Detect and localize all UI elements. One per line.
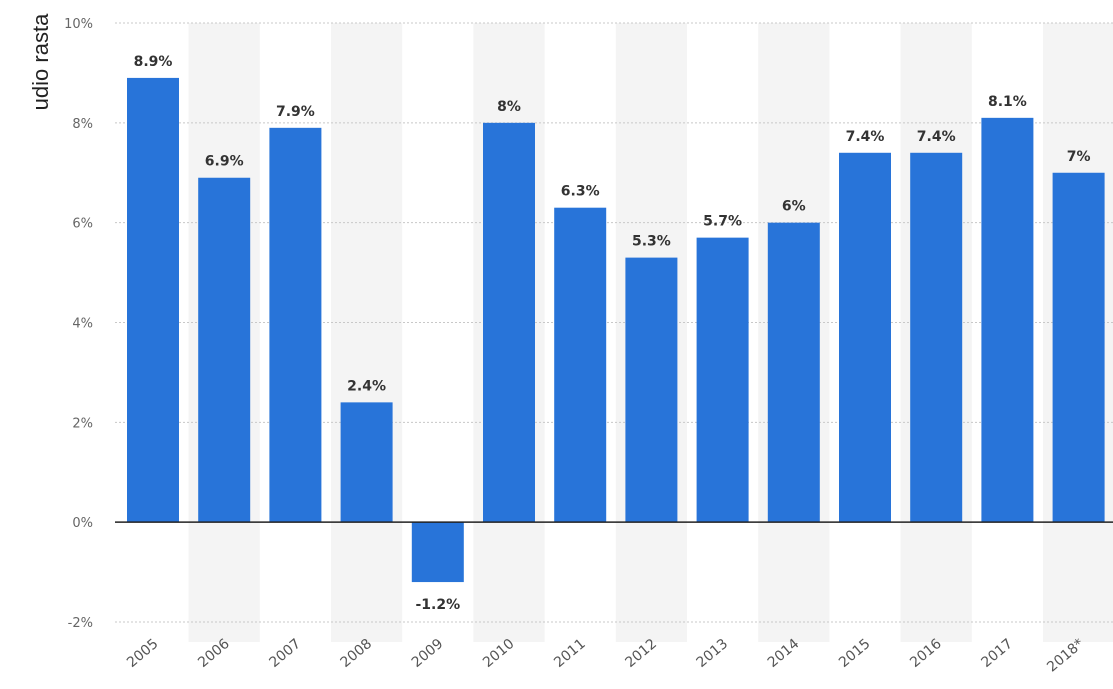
data-label: 5.3% xyxy=(632,234,671,250)
bar-2017 xyxy=(981,117,1034,523)
bar-2005 xyxy=(127,77,179,523)
y-tick-labels: -2% 0% 2% 4% 6% 8% 10% xyxy=(64,17,93,631)
y-axis-label: udio rasta xyxy=(28,13,53,110)
bar-2013 xyxy=(696,237,749,523)
data-label: 6.9% xyxy=(205,154,244,170)
data-label: 2.4% xyxy=(347,378,386,394)
bar-2011 xyxy=(554,207,607,523)
x-tick-label: 2015 xyxy=(836,636,874,671)
data-label: -1.2% xyxy=(415,597,460,613)
data-labels: 8.9% 6.9% 7.9% 2.4% -1.2% 8% 6.3% 5.3% 5.7% 6% 7.4… xyxy=(134,54,1091,613)
bar-2009 xyxy=(411,522,464,583)
band-2008 xyxy=(331,23,403,642)
x-tick-label: 2007 xyxy=(266,636,304,671)
bar-2018* xyxy=(1052,172,1105,523)
bar-2014 xyxy=(767,222,820,523)
data-label: 7.9% xyxy=(276,104,315,120)
x-tick-label: 2017 xyxy=(978,636,1016,671)
y-tick-label: 2% xyxy=(72,416,93,431)
data-label: 7% xyxy=(1067,149,1091,165)
bar-2008 xyxy=(340,402,393,523)
data-label: 8.9% xyxy=(134,54,173,70)
bar-2016 xyxy=(910,152,963,523)
bar-2012 xyxy=(625,257,678,523)
data-label: 6% xyxy=(782,199,806,215)
x-tick-label: 2013 xyxy=(694,636,732,671)
y-tick-label: 10% xyxy=(64,17,93,32)
y-tick-label: 4% xyxy=(72,317,93,332)
y-tick-label: 0% xyxy=(72,516,93,531)
data-label: 5.7% xyxy=(703,214,742,230)
data-label: 7.4% xyxy=(846,129,885,145)
bars xyxy=(127,77,1105,583)
x-tick-label: 2011 xyxy=(551,636,589,671)
data-label: 7.4% xyxy=(917,129,956,145)
bar-2006 xyxy=(198,177,251,523)
bar-2010 xyxy=(483,122,535,523)
bar-2015 xyxy=(839,152,891,523)
bar-2007 xyxy=(269,127,322,523)
data-label: 8% xyxy=(497,99,521,115)
x-tick-label: 2005 xyxy=(124,636,162,671)
data-label: 6.3% xyxy=(561,184,600,200)
x-tick-label: 2009 xyxy=(409,636,447,671)
y-tick-label: 8% xyxy=(72,117,93,132)
y-tick-label: -2% xyxy=(68,616,93,631)
data-label: 8.1% xyxy=(988,94,1027,110)
y-tick-label: 6% xyxy=(72,217,93,232)
